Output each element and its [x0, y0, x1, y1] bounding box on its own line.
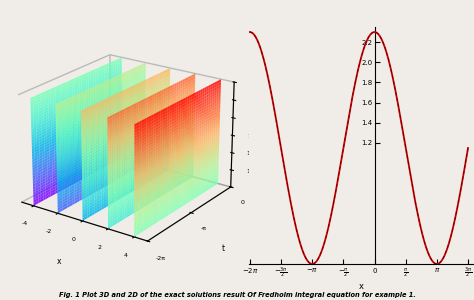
Text: Fig. 1 Plot 3D and 2D of the exact solutions result Of Fredholm integral equatio: Fig. 1 Plot 3D and 2D of the exact solut… [59, 292, 415, 298]
X-axis label: x: x [57, 257, 62, 266]
X-axis label: x: x [359, 282, 364, 291]
Y-axis label: t: t [221, 244, 225, 253]
